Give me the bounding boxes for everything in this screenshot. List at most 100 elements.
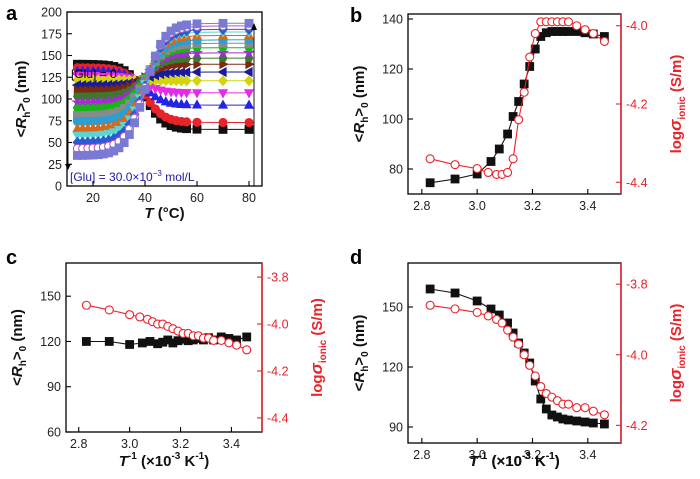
y-tick-label: 140 [382,13,403,27]
y-label-open: < [9,377,26,386]
y-tick-label: 150 [40,290,61,304]
y-right-tick-label: -4.2 [626,419,648,433]
data-point [526,361,534,369]
annotation-glu-zero: [Glu] = 0 [71,67,117,81]
data-point [589,30,597,38]
data-point [484,312,492,320]
data-point [243,333,251,341]
x-tick-label: 3.2 [172,437,189,451]
x-label-unit: (×10 [141,453,171,470]
data-point [245,76,254,86]
data-point [126,311,134,319]
x-label-unit-end: K [180,453,195,470]
y-right-tick-label: -4.4 [267,411,289,425]
x-label-close: ) [555,453,560,470]
y-axis-label: <Rh>0 (nm) [9,309,29,386]
x-tick-label: 3.0 [468,199,485,213]
data-point [531,30,539,38]
y-tick-label: 100 [41,93,62,107]
data-point [219,100,228,108]
data-point [504,130,512,138]
data-point [520,351,528,359]
y-label-R: R [351,123,368,134]
data-point [426,155,434,163]
y-label-R: R [351,372,368,383]
y-label-unit: (nm) [13,61,30,94]
x-tick-label: 2.8 [413,448,430,462]
y-label-close: > [9,351,26,360]
data-point [120,139,128,147]
y-axis-label: <Rh>0 (nm) [351,315,371,392]
data-point [244,68,252,77]
data-point [82,337,90,345]
y-tick-label: 120 [382,361,403,375]
data-point [182,76,191,86]
y-right-unit: (S/m) [668,55,685,93]
data-point [573,417,581,425]
data-point [183,118,191,126]
y-right-log: log [668,380,685,403]
data-point [484,168,492,176]
x-tick-label: 2.8 [413,199,430,213]
data-point [146,337,154,345]
y-label-unit: (nm) [351,66,368,99]
data-point [183,21,191,29]
data-point [573,22,581,30]
data-point [219,76,228,86]
x-label-unit: (×10 [491,453,521,470]
y-right-tick-label: -4.2 [267,364,289,378]
data-point [245,90,254,98]
x-axis-label: T-1 (×10-3 K-1) [469,451,560,470]
x-tick-label: 60 [190,191,204,205]
y-tick-label: 150 [41,49,62,63]
data-point [225,339,233,347]
y-tick-label: 120 [40,335,61,349]
data-point [193,90,202,98]
figure-svg: a20 40 60 800255075100125150175200[Glu] = 0… [0,0,700,474]
data-point [526,53,534,61]
x-tick-label: 2.8 [70,437,87,451]
annotation-glu-max: [Glu] = 30.0×10−3 mol/L [70,169,195,184]
data-point [564,416,572,424]
data-point [526,63,534,71]
y-right-sigma: σ [307,362,326,374]
y-right-sub: ionic [677,96,688,120]
x-axis-label: T-1 (×10-3 K-1) [119,451,210,470]
data-point [451,161,459,169]
data-point [581,26,589,34]
y-tick-label: 100 [382,113,403,127]
x-label-unit-end: K [531,453,546,470]
data-point [600,37,608,45]
data-point [581,404,589,412]
data-point [581,418,589,426]
data-point [131,119,139,127]
panel-c: c2.8 3.0 3.2 3.46090120150-3.8-4.0-4.2-4.4<… [6,247,329,470]
y-right-sigma: σ [666,368,685,380]
y-right-tick-label: -4.0 [267,318,289,332]
data-point [451,175,459,183]
data-point [126,340,134,348]
y-right-axis-label: logσionic (S/m) [666,55,688,154]
y-tick-label: 50 [48,136,62,150]
data-point [192,68,200,77]
data-point [141,85,149,93]
data-point [537,383,545,391]
panel-label: a [6,3,18,25]
data-point [219,118,227,126]
x-label-close: ) [204,453,209,470]
data-point [589,407,597,415]
data-point [600,411,608,419]
data-point [473,297,481,305]
y-right-unit: (S/m) [309,298,326,336]
y-right-tick-label: -3.8 [267,271,289,285]
y-label-close: > [351,357,368,366]
data-point [157,40,165,48]
panel-a: a20 40 60 800255075100125150175200[Glu] = 0… [6,3,262,222]
plot-frame [408,263,621,443]
y-tick-label: 200 [41,6,62,20]
y-tick-label: 80 [389,163,403,177]
x-axis-label: T (°C) [144,205,184,222]
x-tick-label: 3.4 [579,199,596,213]
y-right-axis-label: logσionic (S/m) [666,304,688,403]
data-point [451,289,459,297]
